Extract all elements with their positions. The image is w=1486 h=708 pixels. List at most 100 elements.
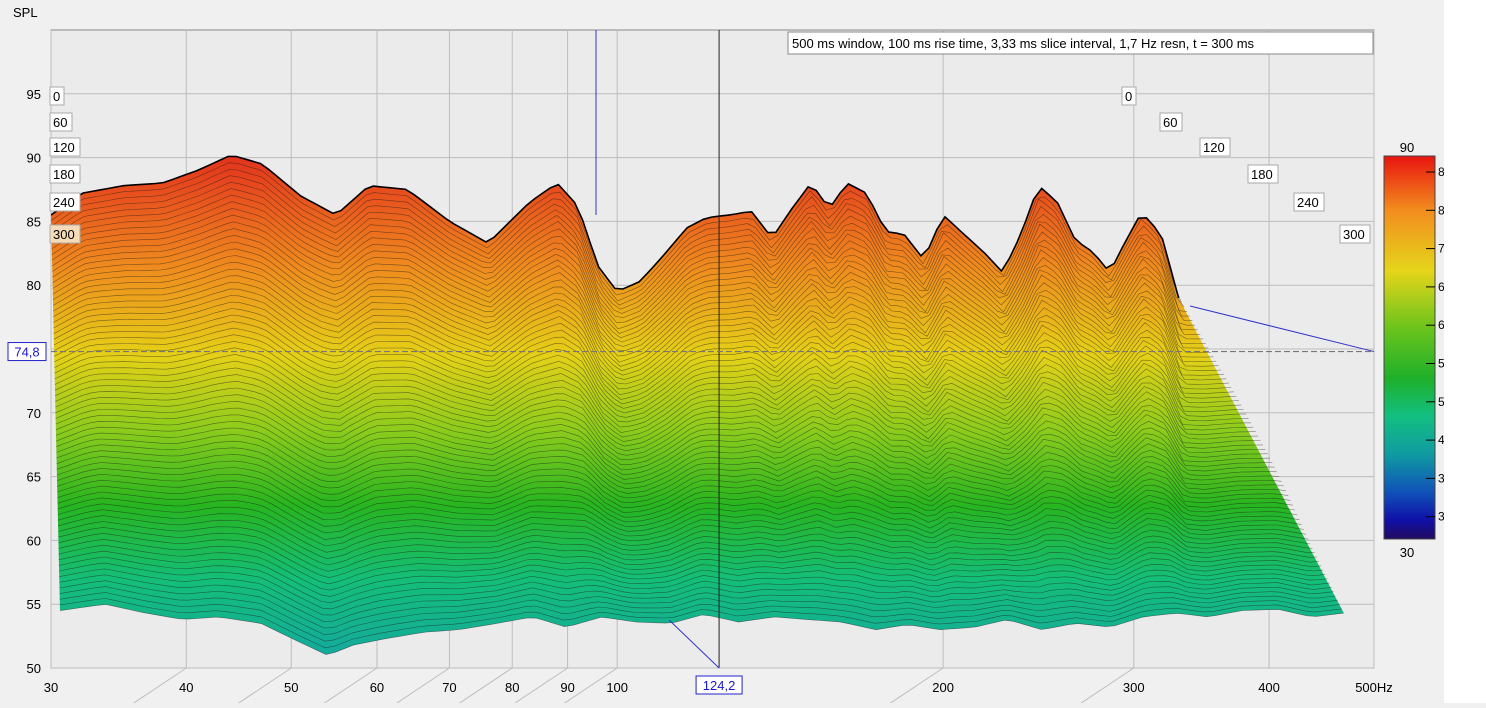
color-scale-legend: 90 30 8 8 7 6 6 5 5 4 3 3 — [1383, 140, 1445, 560]
colorbar-max-label: 90 — [1400, 140, 1414, 155]
time-labels: 0 60 120 180 240 300 0 60 120 180 240 300 — [49, 86, 1371, 244]
waterfall-slice-line — [55, 401, 1273, 467]
colorbar-tick-label: 5 — [1438, 395, 1444, 409]
annotation-text: 500 ms window, 100 ms rise time, 3,33 ms… — [792, 36, 1255, 51]
waterfall-slice-line — [56, 454, 1291, 504]
axes: 30 40 50 60 70 80 90 100 200 300 400 500Hz 95 90 85 80 7… — [27, 87, 1393, 695]
waterfall-slice-line — [59, 592, 1340, 642]
colorbar-tick-label: 8 — [1438, 203, 1444, 217]
time-label-right-box — [1121, 86, 1137, 106]
waterfall-slice-line — [52, 214, 1203, 340]
colorbar-tick-label: 3 — [1438, 510, 1444, 524]
time-label-right: 300 — [1343, 227, 1365, 242]
depth-grid-line — [388, 667, 450, 708]
waterfall-slice-line — [53, 288, 1232, 390]
waterfall-slice-line — [53, 295, 1234, 394]
waterfall-slice-line — [59, 562, 1330, 610]
time-label-left-box — [49, 86, 65, 106]
waterfall-slice-line — [55, 414, 1277, 476]
waterfall-slice-line — [53, 314, 1242, 408]
cursor-y-readout: 74,8 — [14, 345, 39, 360]
cursor[interactable]: 124,2 74,8 — [7, 30, 1375, 695]
waterfall-slice-line — [54, 327, 1247, 417]
waterfall-slice-line — [55, 394, 1271, 463]
waterfall-slice-line — [56, 460, 1293, 508]
waterfall-slice-line — [54, 360, 1259, 440]
x-tick-label: 100 — [606, 680, 628, 695]
y-tick-label: 70 — [27, 406, 41, 421]
y-tick-label: 90 — [27, 151, 41, 166]
waterfall-slice-line — [59, 598, 1342, 649]
depth-grid-line — [1072, 667, 1135, 708]
waterfall-slice-line — [59, 568, 1332, 616]
waterfall-slice-line — [52, 248, 1217, 363]
x-tick-label: 50 — [284, 680, 298, 695]
time-label-left-box — [49, 137, 81, 157]
x-tick-label: 400 — [1258, 680, 1280, 695]
waterfall-slice-line — [54, 334, 1249, 422]
waterfall-slice-line — [59, 580, 1336, 629]
waterfall-slice-line — [51, 201, 1198, 331]
time-label-left-box — [49, 164, 81, 184]
waterfall-slice-line — [57, 497, 1307, 540]
colorbar-tick-label: 8 — [1438, 165, 1444, 179]
time-label-right-box — [1199, 137, 1231, 157]
time-label-right: 0 — [1125, 89, 1132, 104]
cursor-depth-line — [668, 619, 720, 669]
waterfall-slice-line — [58, 556, 1328, 604]
front-slice-outline — [51, 155, 1180, 299]
waterfall-slice-line — [52, 255, 1219, 367]
colorbar-tick-label: 4 — [1438, 433, 1444, 447]
colorbar-tick-label: 3 — [1438, 471, 1444, 485]
y-tick-label: 55 — [27, 597, 41, 612]
time-label-right: 60 — [1163, 115, 1177, 130]
time-label-left-box — [49, 224, 81, 244]
x-tick-label: 80 — [505, 680, 519, 695]
waterfall-slice-line — [52, 241, 1214, 358]
waterfall-slice-line — [51, 175, 1187, 312]
background-strip — [1444, 0, 1486, 703]
waterfall-slice-line — [53, 308, 1239, 403]
waterfall-slice-line — [58, 521, 1315, 566]
waterfall-plot[interactable]: 124,274,8 30 40 50 60 70 80 90 100 200 300 400 500H… — [0, 0, 1445, 708]
waterfall-slice-line — [54, 347, 1254, 431]
waterfall-slice-line — [58, 544, 1324, 591]
waterfall-slice-line — [51, 188, 1193, 321]
depth-grid-line — [316, 667, 378, 708]
y-tick-label: 85 — [27, 214, 41, 229]
time-label-left: 120 — [53, 140, 75, 155]
waterfall-slice-line — [54, 321, 1244, 413]
colorbar-tick-label: 5 — [1438, 357, 1444, 371]
waterfall-slice-line — [52, 234, 1211, 353]
waterfall-slice-line — [59, 604, 1344, 655]
waterfall-slice-line — [53, 301, 1237, 399]
waterfall-slice-line — [58, 550, 1326, 597]
waterfall-slice-line — [58, 532, 1319, 578]
depth-grid-line — [125, 667, 187, 708]
colorbar-tick-label: 7 — [1438, 242, 1444, 256]
depth-grid-line — [230, 667, 292, 708]
waterfall-slice-line — [55, 421, 1280, 481]
time-label-right-box — [1339, 224, 1371, 244]
x-tick-label: 90 — [560, 680, 574, 695]
waterfall-slice-line — [51, 194, 1195, 326]
waterfall-slice-line — [59, 574, 1334, 622]
time-label-left: 60 — [53, 115, 67, 130]
time-label-left: 300 — [53, 227, 75, 242]
colorbar-tick-label: 6 — [1438, 280, 1444, 294]
colorbar-gradient — [1383, 155, 1436, 540]
time-label-right-box — [1293, 192, 1325, 212]
y-tick-label: 80 — [27, 278, 41, 293]
waterfall-slice-line — [56, 447, 1289, 499]
waterfall-slice-line — [56, 434, 1284, 490]
cursor-y-readout-box — [7, 342, 47, 362]
colorbar-tick-label: 6 — [1438, 318, 1444, 332]
cursor-x-readout: 124,2 — [703, 678, 736, 693]
waterfall-slice-line — [55, 407, 1275, 472]
x-tick-label: 70 — [442, 680, 456, 695]
depth-grid-line — [506, 667, 568, 708]
waterfall-slice-line — [53, 268, 1224, 376]
y-tick-label: 95 — [27, 87, 41, 102]
x-tick-label: 200 — [932, 680, 954, 695]
